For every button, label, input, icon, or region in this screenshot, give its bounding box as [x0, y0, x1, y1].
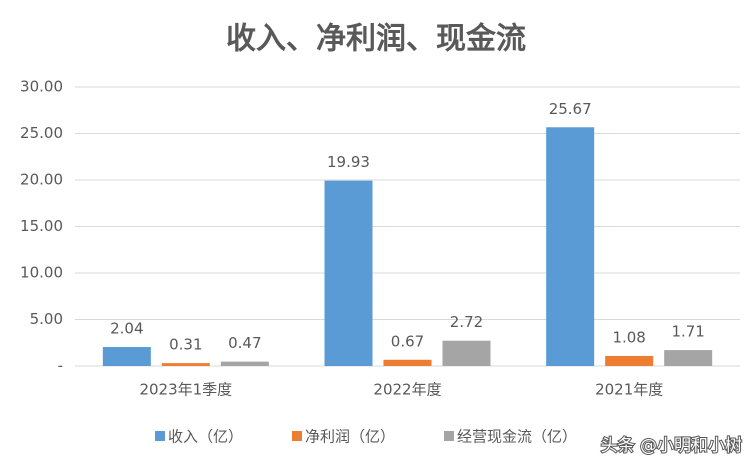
bar — [546, 127, 595, 366]
watermark: 头条 @小明和小树 — [601, 436, 742, 456]
bar — [442, 340, 491, 366]
y-tick-label: 10.00 — [20, 264, 63, 282]
bar — [664, 350, 713, 366]
value-label: 25.67 — [549, 100, 592, 118]
y-tick-label: 25.00 — [20, 124, 63, 142]
x-tick-label: 2022年度 — [373, 381, 441, 399]
bar — [220, 361, 269, 366]
y-tick-label: 15.00 — [20, 217, 63, 235]
x-tick-label: 2023年1季度 — [139, 381, 232, 399]
bar — [161, 363, 210, 366]
bar — [605, 355, 654, 366]
value-label: 1.71 — [671, 323, 704, 341]
legend-label: 经营现金流（亿） — [457, 428, 577, 446]
y-tick-label: 30.00 — [20, 78, 63, 96]
value-label: 0.47 — [228, 334, 261, 352]
chart-title: 收入、净利润、现金流 — [226, 22, 526, 57]
legend-label: 净利润（亿） — [305, 428, 395, 446]
legend-label: 收入（亿） — [168, 428, 243, 446]
x-tick-label: 2021年度 — [595, 381, 663, 399]
bar — [324, 180, 373, 366]
bar — [102, 347, 151, 366]
value-label: 2.72 — [450, 313, 483, 331]
legend-swatch — [292, 431, 302, 441]
y-tick-label: 5.00 — [30, 310, 63, 328]
legend-swatch — [444, 431, 454, 441]
y-tick-label: 20.00 — [20, 171, 63, 189]
value-label: 1.08 — [612, 328, 645, 346]
y-tick-label: - — [58, 357, 63, 375]
bar — [383, 359, 432, 366]
value-label: 0.67 — [391, 332, 424, 350]
value-label: 2.04 — [110, 320, 143, 338]
legend-swatch — [155, 431, 165, 441]
value-label: 19.93 — [327, 153, 370, 171]
value-label: 0.31 — [169, 336, 202, 354]
